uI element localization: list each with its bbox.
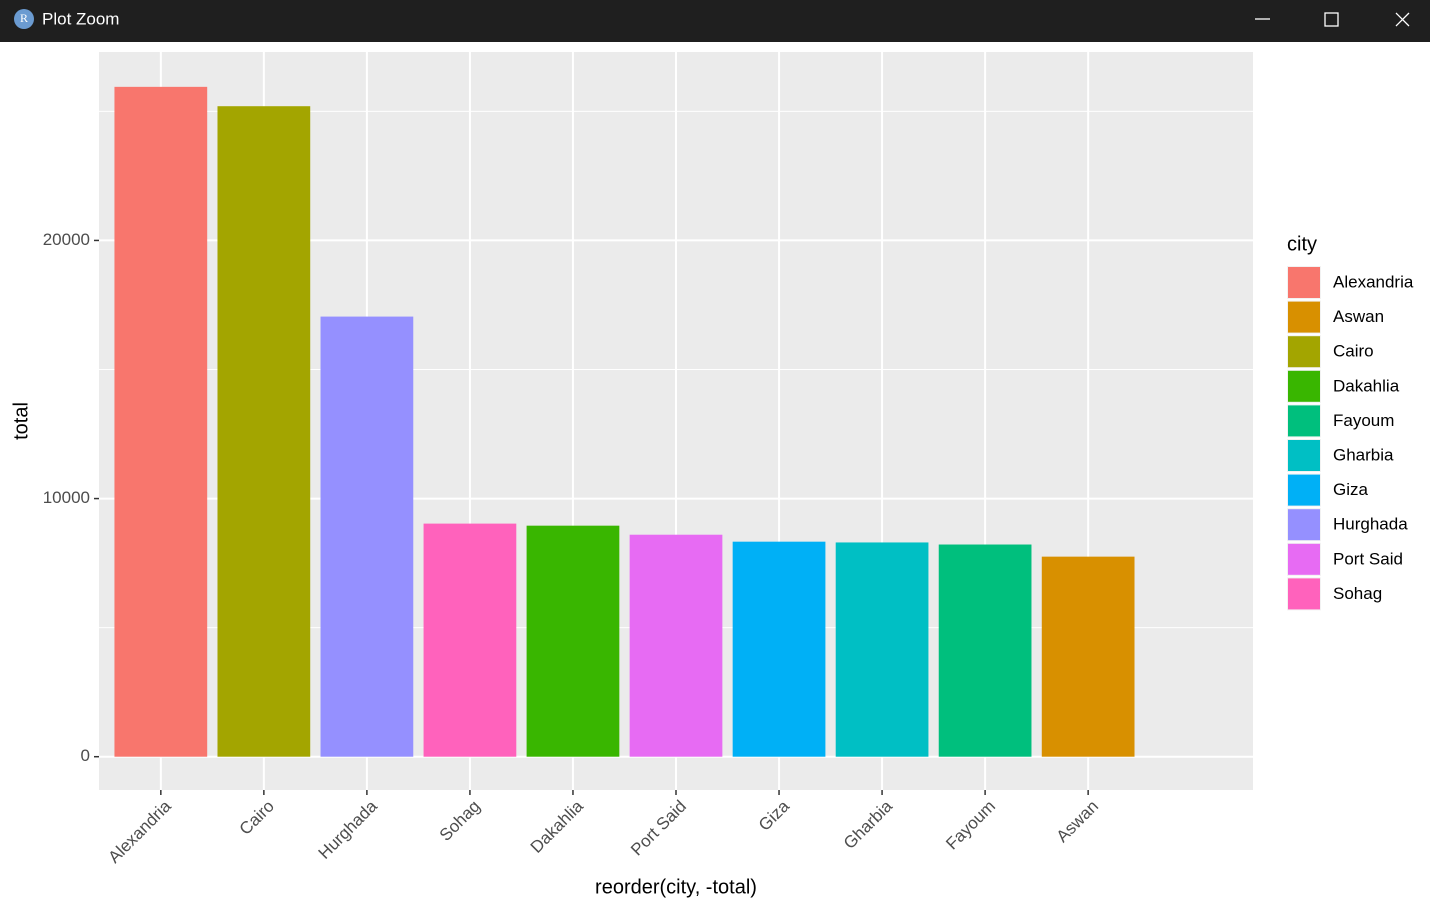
y-axis-title: total	[10, 402, 32, 440]
app-icon	[14, 9, 34, 29]
bar	[1041, 556, 1135, 757]
y-tick-label: 20000	[43, 230, 90, 249]
bar	[320, 316, 414, 757]
window-title: Plot Zoom	[42, 9, 119, 28]
y-tick-label: 10000	[43, 488, 90, 507]
legend-label: Gharbia	[1333, 445, 1394, 464]
legend-swatch	[1288, 509, 1320, 541]
legend-label: Sohag	[1333, 584, 1382, 603]
bar	[526, 525, 620, 757]
legend-swatch	[1288, 440, 1320, 471]
close-button[interactable]	[1395, 12, 1410, 27]
legend-swatch	[1288, 578, 1320, 610]
bar	[217, 106, 311, 757]
bar	[938, 544, 1032, 757]
legend-swatch	[1288, 474, 1320, 506]
legend-label: Fayoum	[1333, 411, 1394, 430]
app-icon-letter: R	[20, 11, 28, 25]
legend-label: Port Said	[1333, 549, 1403, 568]
y-tick-label: 0	[81, 746, 90, 765]
x-axis-title: reorder(city, -total)	[595, 876, 757, 898]
legend-label: Cairo	[1333, 342, 1374, 361]
plot: 0 10000 20000 Alexandria Cairo Hurghada Sohag D…	[10, 52, 1414, 898]
legend-swatch	[1288, 336, 1320, 368]
legend-swatch	[1288, 405, 1320, 437]
legend-swatch	[1288, 301, 1320, 333]
legend-label: Hurghada	[1333, 515, 1408, 534]
legend-swatch	[1288, 267, 1320, 298]
legend-swatch	[1288, 543, 1320, 575]
bar	[114, 86, 208, 757]
legend-label: Aswan	[1333, 307, 1384, 326]
bar	[423, 523, 517, 757]
bar	[732, 541, 826, 757]
maximize-button[interactable]	[1324, 12, 1339, 27]
bar	[835, 542, 929, 757]
legend-label: Alexandria	[1333, 272, 1414, 291]
legend-swatch	[1288, 370, 1320, 402]
legend-label: Dakahlia	[1333, 376, 1400, 395]
title-bar	[0, 0, 1430, 42]
legend-title: city	[1287, 233, 1317, 255]
legend-label: Giza	[1333, 480, 1369, 499]
bar	[629, 534, 723, 757]
